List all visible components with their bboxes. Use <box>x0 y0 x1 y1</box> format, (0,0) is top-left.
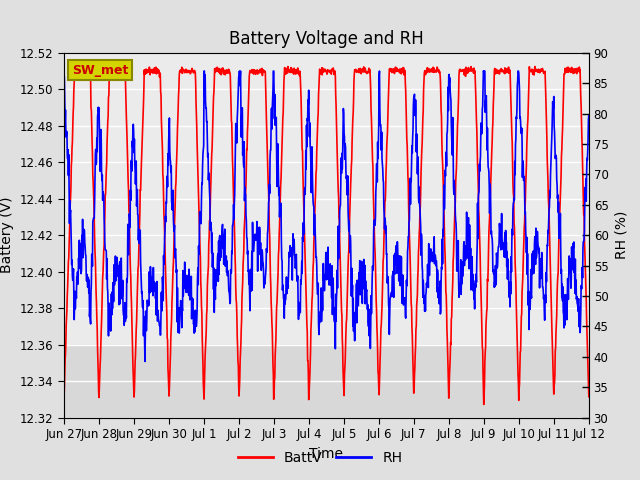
Bar <box>64 345 589 418</box>
Y-axis label: Battery (V): Battery (V) <box>0 197 14 274</box>
X-axis label: Time: Time <box>309 446 344 461</box>
Title: Battery Voltage and RH: Battery Voltage and RH <box>229 30 424 48</box>
Y-axis label: RH (%): RH (%) <box>614 211 628 259</box>
Text: SW_met: SW_met <box>72 64 128 77</box>
Bar <box>64 53 589 345</box>
Legend: BattV, RH: BattV, RH <box>232 445 408 471</box>
